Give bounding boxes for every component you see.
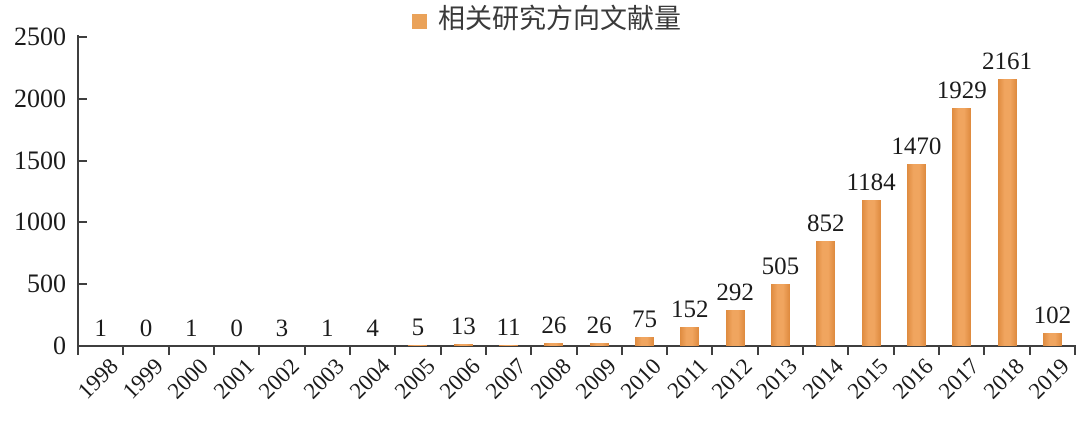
x-axis-category-label: 2018 bbox=[978, 353, 1030, 404]
y-axis-tick-label: 500 bbox=[27, 269, 66, 299]
x-axis-category-label: 2011 bbox=[662, 353, 712, 403]
bar-value-label: 3 bbox=[275, 314, 289, 342]
x-axis-tick-mark bbox=[575, 347, 578, 355]
x-axis-tick-mark bbox=[666, 347, 669, 355]
x-axis-tick-mark bbox=[1074, 347, 1076, 355]
x-axis-tick-mark bbox=[1028, 347, 1031, 355]
bar bbox=[544, 342, 564, 346]
x-axis-category-label: 2007 bbox=[480, 353, 531, 404]
x-axis-category-label: 2017 bbox=[933, 353, 984, 404]
bar-value-label: 102 bbox=[1033, 302, 1072, 330]
x-axis-category-label: 2001 bbox=[208, 353, 259, 404]
bar bbox=[680, 327, 700, 346]
x-axis-tick-mark bbox=[348, 347, 351, 355]
x-axis-tick-mark bbox=[938, 347, 941, 355]
x-axis-category-label: 2003 bbox=[299, 353, 350, 404]
bar bbox=[861, 199, 881, 346]
y-axis-line bbox=[77, 35, 79, 347]
legend-marker-icon bbox=[412, 13, 427, 29]
bar-value-label: 11 bbox=[496, 313, 521, 341]
x-axis-tick-mark bbox=[77, 347, 79, 355]
bar bbox=[997, 78, 1017, 346]
y-axis-tick-mark bbox=[78, 283, 87, 286]
x-axis-tick-mark bbox=[530, 347, 533, 355]
bar-value-label: 75 bbox=[631, 305, 657, 333]
x-axis-tick-mark bbox=[303, 347, 306, 355]
bar-value-label: 2161 bbox=[982, 47, 1033, 75]
bar-value-label: 1929 bbox=[936, 76, 987, 104]
y-axis-tick-mark bbox=[78, 36, 87, 38]
bar-value-label: 0 bbox=[230, 315, 243, 342]
y-axis-tick-mark bbox=[78, 221, 87, 224]
x-axis-tick-mark bbox=[394, 347, 397, 355]
bar-value-label: 0 bbox=[139, 315, 153, 342]
bar bbox=[1042, 333, 1062, 346]
bar-value-label: 152 bbox=[671, 296, 709, 324]
y-axis-tick-label: 1500 bbox=[14, 145, 66, 175]
x-axis-tick-mark bbox=[212, 347, 215, 355]
x-axis-tick-mark bbox=[484, 347, 487, 355]
x-axis-category-label: 2015 bbox=[842, 353, 894, 404]
x-axis-category-label: 2005 bbox=[389, 353, 440, 404]
bar bbox=[952, 107, 972, 346]
x-axis-category-label: 2019 bbox=[1024, 353, 1075, 404]
bar-value-label: 1 bbox=[94, 314, 107, 342]
bar-value-label: 1184 bbox=[846, 168, 896, 196]
bar bbox=[725, 309, 745, 346]
x-axis-category-label: 1999 bbox=[117, 353, 168, 404]
bar-value-label: 4 bbox=[366, 314, 379, 342]
chart-legend: 相关研究方向文献量 bbox=[412, 6, 681, 33]
bar-value-label: 1470 bbox=[891, 133, 942, 161]
bar bbox=[589, 342, 609, 346]
y-axis-tick-label: 1000 bbox=[14, 207, 66, 237]
x-axis-category-label: 2010 bbox=[616, 353, 667, 404]
x-axis-tick-mark bbox=[258, 347, 261, 355]
x-axis-category-label: 2000 bbox=[163, 353, 214, 404]
bar-value-label: 26 bbox=[586, 311, 612, 339]
bar bbox=[770, 283, 790, 346]
bar-value-label: 13 bbox=[450, 313, 476, 341]
x-axis-category-label: 2004 bbox=[344, 353, 395, 404]
bar bbox=[816, 240, 836, 346]
bar-value-label: 1 bbox=[321, 314, 334, 342]
bar-value-label: 5 bbox=[411, 314, 425, 342]
x-axis-category-label: 2013 bbox=[752, 353, 803, 404]
x-axis-tick-mark bbox=[439, 347, 442, 355]
y-axis-tick-label: 2000 bbox=[14, 83, 66, 113]
x-axis-tick-mark bbox=[756, 347, 759, 355]
x-axis-tick-mark bbox=[847, 347, 850, 355]
bar bbox=[453, 344, 473, 346]
x-axis-tick-mark bbox=[167, 347, 170, 355]
x-axis-category-label: 2012 bbox=[706, 353, 758, 404]
bar bbox=[408, 345, 428, 346]
x-axis-category-label: 2009 bbox=[570, 353, 622, 404]
x-axis-tick-mark bbox=[711, 347, 714, 355]
x-axis-category-label: 1998 bbox=[72, 353, 123, 404]
bar-value-label: 852 bbox=[807, 209, 845, 237]
bar bbox=[634, 336, 654, 346]
x-axis-tick-mark bbox=[892, 347, 895, 355]
y-axis-tick-label: 2500 bbox=[14, 22, 66, 51]
x-axis-tick-mark bbox=[983, 347, 986, 355]
x-axis-category-label: 2014 bbox=[797, 353, 848, 404]
x-axis-tick-mark bbox=[122, 347, 125, 355]
legend-label: 相关研究方向文献量 bbox=[438, 4, 681, 34]
y-axis-tick-mark bbox=[78, 97, 87, 100]
x-axis-category-label: 2008 bbox=[525, 353, 576, 404]
x-axis-line bbox=[77, 345, 1076, 347]
y-axis-tick-mark bbox=[78, 159, 87, 162]
bar-value-label: 505 bbox=[761, 252, 800, 280]
bar bbox=[906, 164, 926, 346]
x-axis-tick-mark bbox=[620, 347, 623, 355]
y-axis-tick-label: 0 bbox=[53, 331, 66, 360]
x-axis-tick-mark bbox=[802, 347, 805, 355]
bar-value-label: 26 bbox=[541, 311, 567, 339]
x-axis-category-label: 2006 bbox=[434, 353, 486, 404]
x-axis-category-label: 2016 bbox=[888, 353, 939, 404]
x-axis-category-label: 2002 bbox=[253, 353, 304, 404]
bar-value-label: 292 bbox=[716, 278, 754, 306]
bar bbox=[499, 344, 519, 346]
bar-value-label: 1 bbox=[185, 314, 198, 342]
